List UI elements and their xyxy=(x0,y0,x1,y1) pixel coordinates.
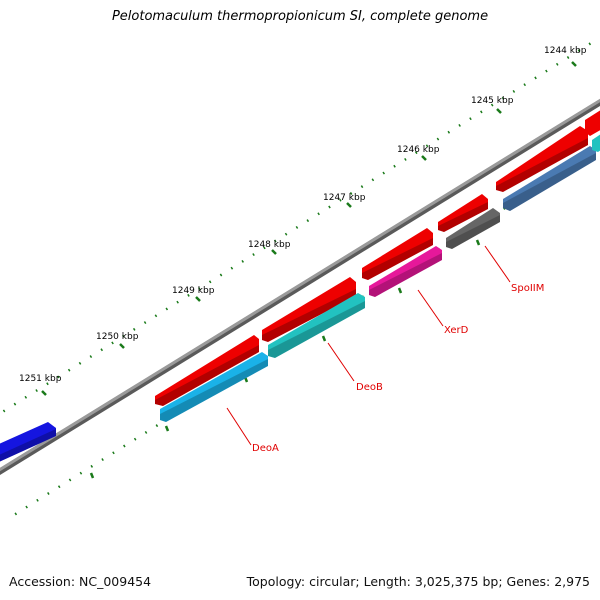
red-feature-1-body[interactable] xyxy=(262,277,356,342)
outer-ruler: 1244 kbp 1245 kbp 1246 kbp 1247 kbp 1248… xyxy=(0,38,597,415)
leader-line-xerD xyxy=(417,289,444,327)
ruler-label: 1246 kbp xyxy=(397,145,440,155)
major-tick xyxy=(571,61,577,67)
leader-line-deoB xyxy=(327,342,355,382)
blue-feature-shade xyxy=(0,429,56,462)
gene-xerD[interactable] xyxy=(369,246,442,297)
gene-steelblue-shade xyxy=(503,153,596,211)
red-feature[interactable] xyxy=(585,108,600,136)
red-feature-5-body[interactable] xyxy=(585,108,600,136)
red-feature[interactable] xyxy=(438,194,488,232)
gene-xerD-body[interactable] xyxy=(369,246,442,297)
blue-feature[interactable] xyxy=(0,422,56,466)
gene-label-deoB: DeoB xyxy=(356,382,383,393)
gene-steelblue-body[interactable] xyxy=(503,146,596,211)
gene-deoB-body[interactable] xyxy=(268,293,365,358)
gene-spoIIM-shade xyxy=(446,215,500,249)
map-title: Pelotomaculum thermopropionicum SI, comp… xyxy=(111,9,489,24)
red-feature[interactable] xyxy=(496,126,588,192)
ruler-label: 1245 kbp xyxy=(471,96,514,106)
gene-deoA[interactable] xyxy=(160,352,268,422)
accession-text: Accession: NC_009454 xyxy=(9,574,152,589)
red-feature-4-shade xyxy=(496,138,588,192)
major-tick xyxy=(346,202,352,208)
minor-tick xyxy=(321,335,327,342)
minor-tick xyxy=(475,239,481,246)
red-feature-2-body[interactable] xyxy=(362,228,433,280)
red-feature-3-body[interactable] xyxy=(438,194,488,232)
red-feature[interactable] xyxy=(262,277,356,342)
red-feature[interactable] xyxy=(362,228,433,280)
leader-line-deoA xyxy=(226,407,252,446)
backbone-shadow xyxy=(0,98,600,476)
gene-label-deoA: DeoA xyxy=(252,443,279,454)
major-tick xyxy=(41,390,47,396)
gene-deoA-shade xyxy=(160,359,268,422)
gene-xerD-shade xyxy=(369,253,442,297)
ruler-label: 1250 kbp xyxy=(96,332,139,342)
gene-unnamed-teal[interactable] xyxy=(592,132,600,152)
red-feature-0-body[interactable] xyxy=(155,335,259,406)
gene-unnamed-steelblue[interactable] xyxy=(503,146,596,211)
red-feature-4-body[interactable] xyxy=(496,126,588,192)
minor-tick xyxy=(164,425,170,432)
gene-deoB[interactable] xyxy=(268,293,365,358)
red-feature-1-shade xyxy=(262,289,356,342)
gene-teal-body[interactable] xyxy=(592,132,600,152)
major-tick xyxy=(119,343,125,349)
major-tick xyxy=(271,249,277,255)
ruler-label: 1249 kbp xyxy=(172,286,215,296)
major-tick xyxy=(496,108,502,114)
major-tick xyxy=(195,296,201,302)
gene-spoIIM[interactable] xyxy=(446,208,500,249)
red-feature[interactable] xyxy=(155,335,259,406)
gene-label-spoIIM: SpoIIM xyxy=(511,283,544,294)
ruler-label: 1244 kbp xyxy=(544,46,587,56)
ruler-label: 1251 kbp xyxy=(19,374,62,384)
red-feature-0-shade xyxy=(155,345,259,406)
red-feature-3-shade xyxy=(438,202,488,232)
gene-deoB-shade xyxy=(268,301,365,358)
backbone-line xyxy=(0,98,600,472)
gene-spoIIM-body[interactable] xyxy=(446,208,500,249)
minor-tick xyxy=(89,472,95,479)
gene-deoA-body[interactable] xyxy=(160,352,268,422)
minor-tick xyxy=(397,287,403,294)
blue-feature-body[interactable] xyxy=(0,422,56,466)
leader-line-spoIIM xyxy=(484,245,511,283)
gene-label-xerD: XerD xyxy=(444,325,469,336)
red-feature-2-shade xyxy=(362,238,433,280)
major-tick xyxy=(421,155,427,161)
genome-summary-text: Topology: circular; Length: 3,025,375 bp… xyxy=(246,574,590,589)
ruler-label: 1248 kbp xyxy=(248,240,291,250)
ruler-label: 1247 kbp xyxy=(323,193,366,203)
